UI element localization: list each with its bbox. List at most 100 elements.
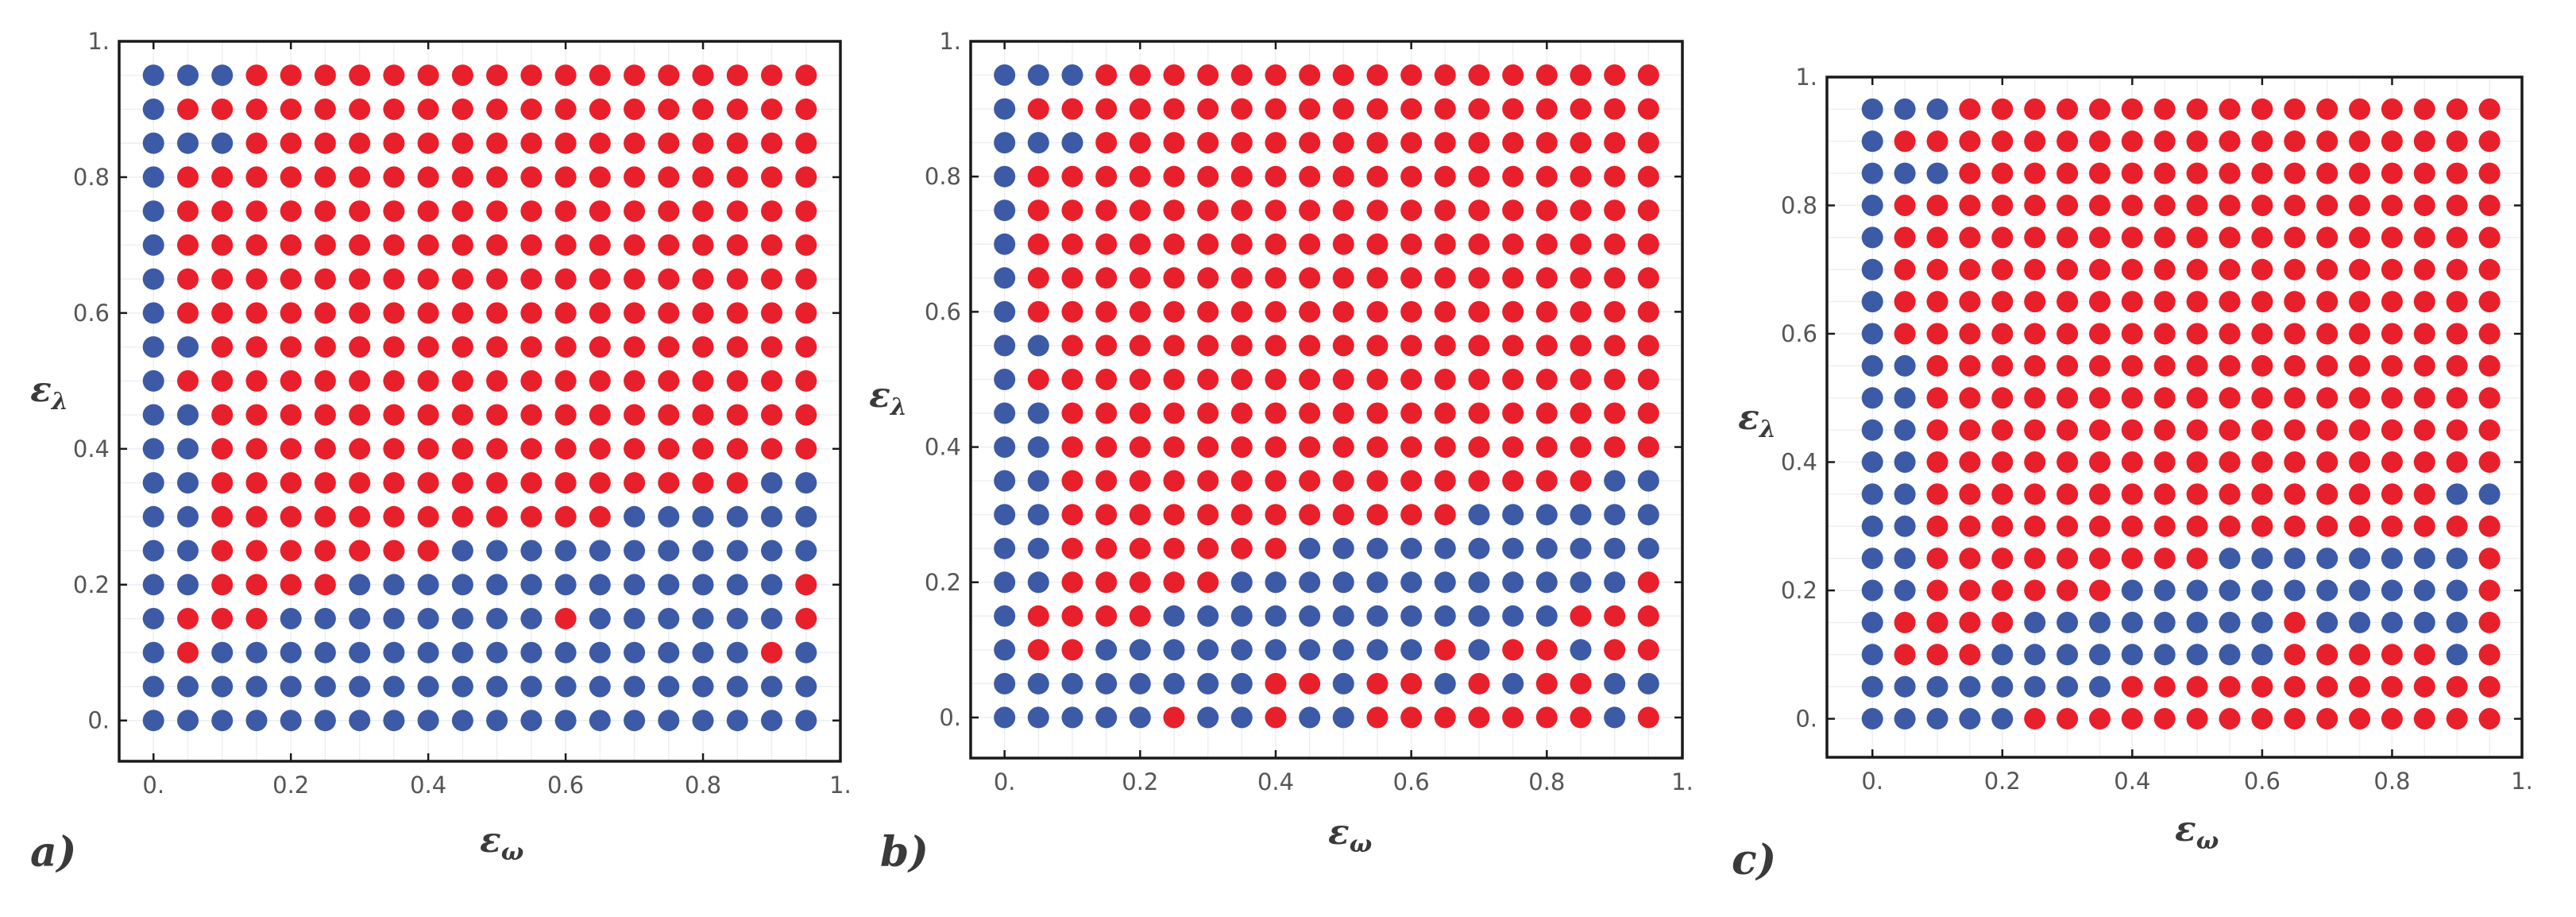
data-point-red — [1400, 267, 1423, 289]
data-point-blue — [726, 540, 748, 562]
data-point-red — [554, 370, 577, 392]
data-point-blue — [1366, 639, 1388, 661]
data-point-blue — [994, 369, 1016, 390]
data-point-blue — [1926, 162, 1948, 184]
data-point-blue — [726, 608, 748, 629]
data-point-red — [795, 336, 817, 358]
data-point-red — [383, 132, 405, 154]
data-point-red — [2024, 579, 2046, 602]
data-point-red — [2284, 162, 2306, 184]
data-point-red — [2057, 451, 2079, 473]
data-point-blue — [554, 641, 577, 664]
data-point-red — [2446, 675, 2468, 698]
data-point-blue — [1637, 504, 1659, 526]
y-axis-label-subscript: λ — [1758, 416, 1776, 443]
data-point-red — [589, 132, 611, 154]
data-point-red — [2284, 611, 2306, 633]
data-point-red — [1197, 436, 1219, 458]
data-point-red — [1926, 547, 1948, 570]
data-point-red — [1535, 672, 1558, 695]
data-point-red — [280, 438, 302, 460]
data-point-red — [1604, 639, 1626, 661]
data-point-blue — [1570, 571, 1592, 594]
data-point-red — [2446, 515, 2468, 537]
data-point-blue — [142, 336, 164, 358]
data-point-red — [2381, 483, 2403, 505]
data-point-red — [1095, 267, 1118, 289]
data-point-red — [1061, 165, 1083, 188]
data-point-red — [2413, 162, 2435, 184]
data-point-red — [1129, 132, 1151, 154]
data-point-blue — [692, 608, 714, 629]
data-point-red — [2413, 644, 2435, 666]
data-point-red — [2478, 354, 2501, 377]
data-point-red — [2057, 226, 2079, 249]
data-point-red — [314, 472, 336, 494]
data-point-red — [1434, 98, 1456, 120]
x-tick-label: 1. — [2511, 768, 2533, 795]
data-point-red — [1129, 537, 1151, 559]
data-point-red — [589, 234, 611, 256]
data-point-red — [1604, 605, 1626, 627]
data-point-red — [486, 404, 508, 426]
data-point-red — [211, 438, 234, 460]
data-point-red — [2219, 258, 2241, 281]
data-point-blue — [520, 675, 543, 698]
data-point-red — [417, 64, 439, 87]
data-point-red — [383, 505, 405, 528]
data-point-blue — [692, 505, 714, 528]
data-point-blue — [2057, 611, 2079, 633]
data-point-red — [1926, 323, 1948, 345]
data-point-red — [1604, 233, 1626, 255]
data-point-red — [1163, 64, 1185, 86]
data-point-red — [761, 99, 782, 120]
data-point-red — [2153, 708, 2176, 729]
data-point-red — [417, 99, 439, 120]
data-point-red — [726, 99, 748, 120]
data-point-red — [1959, 226, 1981, 249]
data-point-red — [795, 268, 817, 290]
data-point-blue — [2413, 547, 2435, 570]
data-point-red — [1197, 267, 1219, 289]
data-point-red — [1299, 64, 1321, 86]
data-point-red — [2446, 419, 2468, 441]
data-point-red — [692, 64, 714, 87]
data-point-red — [692, 200, 714, 222]
data-point-red — [280, 540, 302, 562]
data-point-red — [280, 302, 302, 324]
data-point-blue — [761, 675, 782, 698]
data-point-blue — [1894, 483, 1916, 505]
data-point-red — [520, 336, 543, 358]
data-point-red — [1570, 436, 1592, 458]
data-point-red — [2121, 451, 2143, 473]
data-point-blue — [1230, 605, 1253, 627]
data-point-blue — [1991, 644, 2014, 666]
data-point-red — [1991, 291, 2014, 313]
data-point-red — [1299, 199, 1321, 222]
data-point-red — [2024, 98, 2046, 120]
data-point-red — [1434, 436, 1456, 458]
data-point-blue — [451, 641, 473, 664]
data-point-blue — [2478, 483, 2501, 505]
data-point-red — [486, 370, 508, 392]
data-point-red — [554, 99, 577, 120]
data-point-red — [1095, 64, 1118, 86]
data-point-red — [2284, 354, 2306, 377]
data-point-red — [2024, 162, 2046, 184]
data-point-red — [624, 472, 646, 494]
data-point-red — [2153, 323, 2176, 345]
data-point-red — [2186, 419, 2208, 441]
data-point-red — [2316, 451, 2338, 473]
data-point-red — [1299, 132, 1321, 154]
data-point-red — [1265, 267, 1287, 289]
data-point-blue — [761, 505, 782, 528]
data-point-blue — [142, 200, 164, 222]
data-point-red — [1265, 199, 1287, 222]
data-point-red — [1502, 402, 1524, 424]
data-point-red — [2089, 547, 2111, 570]
data-point-red — [2121, 675, 2143, 698]
data-point-blue — [1129, 639, 1151, 661]
data-point-red — [1197, 300, 1219, 323]
data-point-red — [1061, 470, 1083, 492]
data-point-blue — [1604, 470, 1626, 492]
